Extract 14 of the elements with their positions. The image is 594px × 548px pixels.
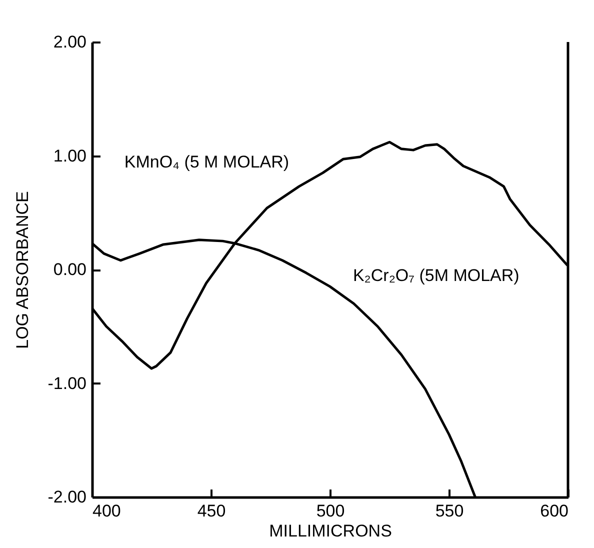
y-tick-label: 0.00 [53, 260, 86, 279]
x-tick-label: 500 [316, 502, 345, 520]
x-tick-label: 450 [197, 502, 226, 520]
y-tick-label: -2.00 [48, 488, 86, 506]
y-tick-label: 1.00 [53, 146, 86, 166]
x-axis-title: MILLIMICRONS [269, 522, 392, 540]
y-tick-label: 2.00 [53, 32, 86, 52]
y-axis-title: LOG ABSORBANCE [12, 191, 32, 349]
annotation: KMnO₄ (5 M MOLAR) [124, 152, 290, 172]
x-tick-label: 550 [435, 502, 464, 520]
annotation: K₂Cr₂O₇ (5M MOLAR) [352, 266, 520, 285]
x-tick-label: 600 [540, 502, 568, 520]
y-tick-label: -1.00 [48, 374, 86, 393]
x-tick-label: 400 [92, 502, 121, 520]
